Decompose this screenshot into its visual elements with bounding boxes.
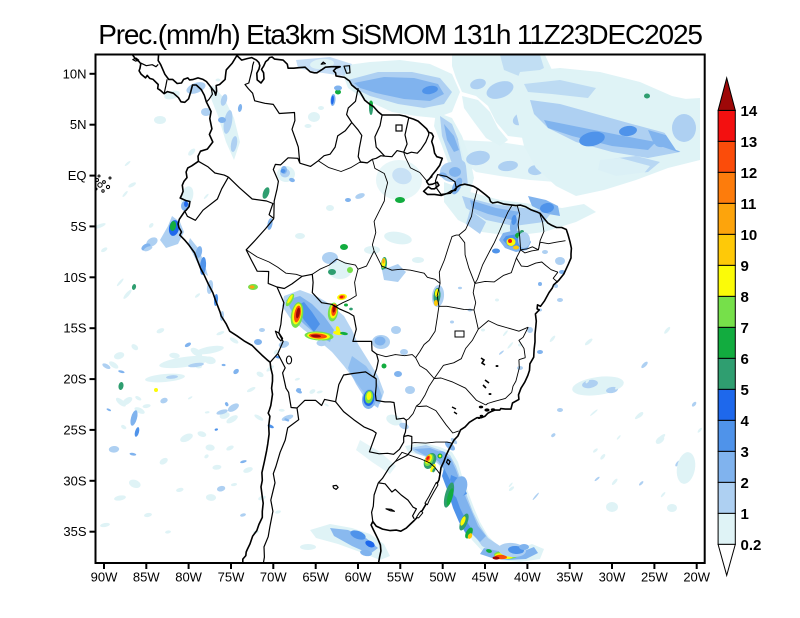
svg-text:9: 9 [741,258,749,275]
svg-text:11: 11 [741,196,757,213]
svg-text:13: 13 [741,134,758,151]
svg-text:30S: 30S [63,473,86,488]
svg-text:10S: 10S [63,270,86,285]
svg-text:8: 8 [741,289,749,306]
svg-text:10N: 10N [63,66,87,81]
svg-text:10: 10 [741,227,758,244]
svg-text:14: 14 [741,103,758,120]
svg-text:1: 1 [741,506,749,523]
svg-text:5S: 5S [71,219,87,234]
svg-text:80W: 80W [175,570,202,585]
svg-text:15S: 15S [63,321,86,336]
svg-text:90W: 90W [91,570,118,585]
svg-text:EQ: EQ [68,168,87,183]
svg-text:Prec.(mm/h) Eta3km SiSMOM 131h: Prec.(mm/h) Eta3km SiSMOM 131h 11Z23DEC2… [98,19,702,50]
svg-text:25W: 25W [641,570,668,585]
svg-text:20S: 20S [63,372,86,387]
svg-text:25S: 25S [63,422,86,437]
svg-text:50W: 50W [429,570,456,585]
svg-text:6: 6 [741,351,749,368]
svg-text:40W: 40W [514,570,541,585]
svg-text:70W: 70W [260,570,287,585]
svg-text:45W: 45W [472,570,499,585]
svg-text:3: 3 [741,444,749,461]
svg-text:5N: 5N [70,117,87,132]
svg-text:5: 5 [741,382,749,399]
svg-text:4: 4 [741,413,750,430]
svg-text:60W: 60W [345,570,372,585]
svg-text:75W: 75W [218,570,245,585]
svg-text:20W: 20W [683,570,710,585]
svg-text:35S: 35S [63,524,86,539]
svg-text:65W: 65W [302,570,329,585]
svg-text:35W: 35W [556,570,583,585]
svg-text:85W: 85W [133,570,160,585]
svg-text:12: 12 [741,165,758,182]
svg-text:0.2: 0.2 [741,537,762,554]
svg-text:7: 7 [741,320,749,337]
svg-text:55W: 55W [387,570,414,585]
svg-text:30W: 30W [599,570,626,585]
svg-text:2: 2 [741,475,749,492]
